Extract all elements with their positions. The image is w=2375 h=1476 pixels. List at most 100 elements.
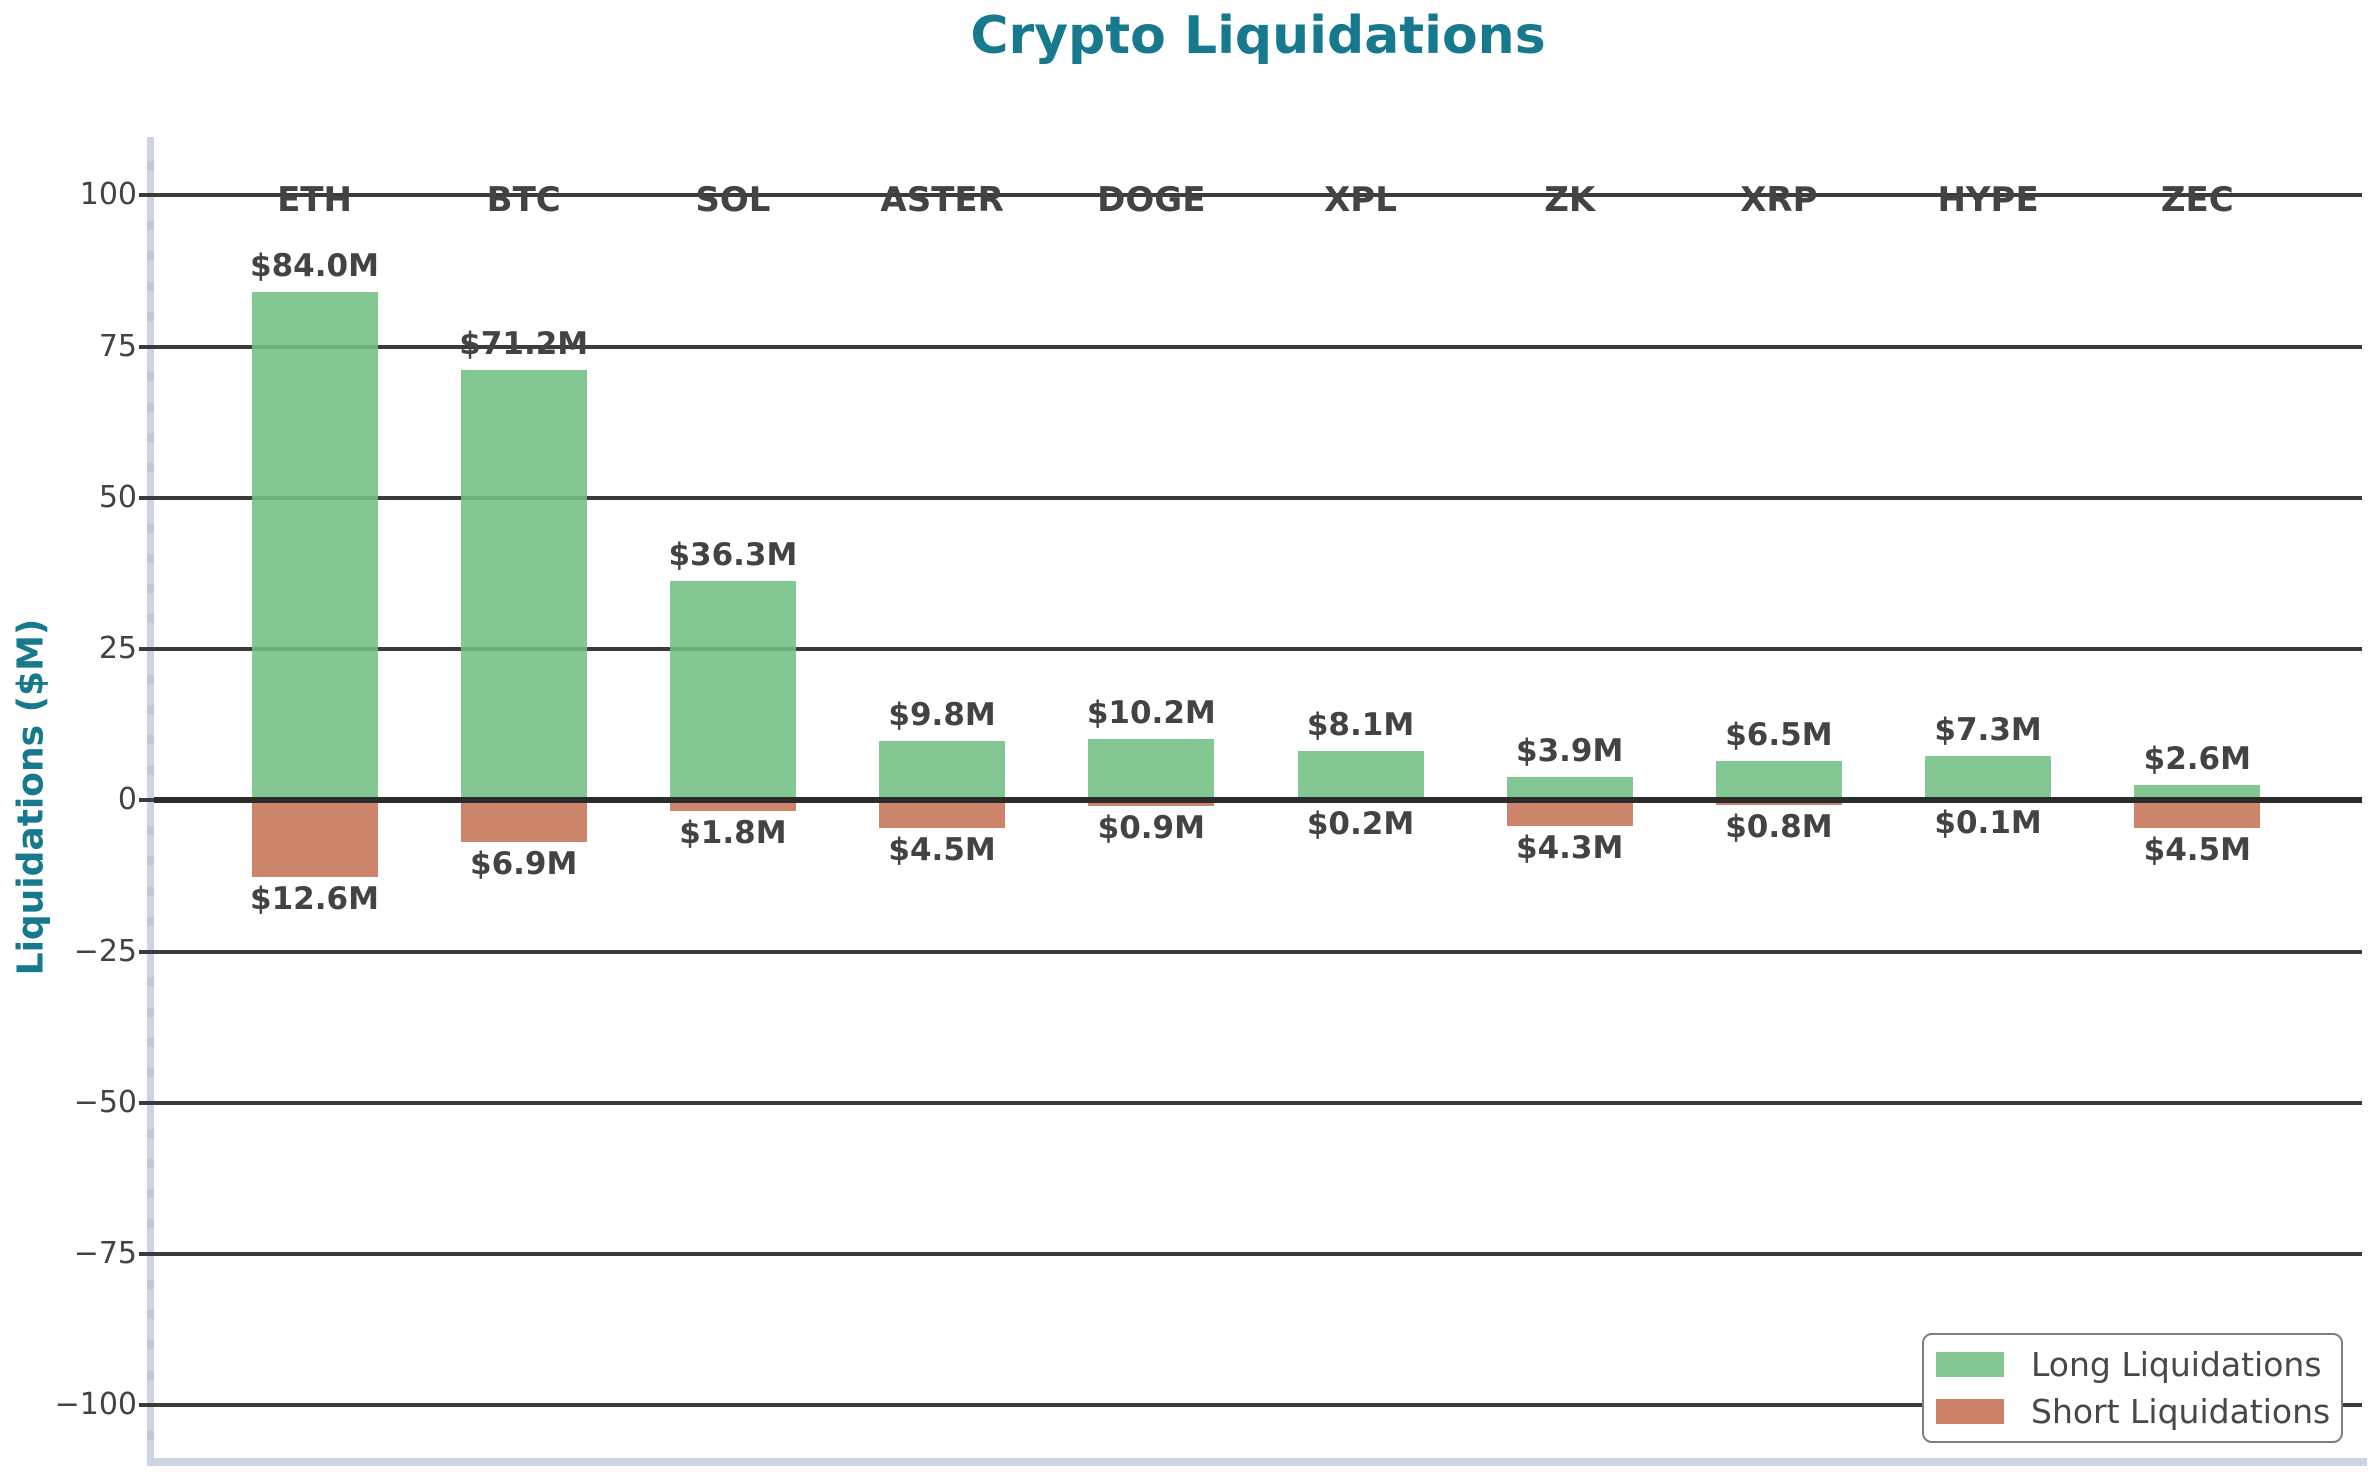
- bottom-axis-spine: [147, 1458, 2367, 1466]
- legend-item: Long Liquidations: [1936, 1341, 2329, 1388]
- bar-value-label-short: $1.8M: [679, 815, 787, 852]
- y-minor-tick: [147, 311, 154, 321]
- category-label: ZEC: [2160, 180, 2234, 220]
- category-label: DOGE: [1097, 180, 1206, 220]
- bar-value-label-long: $6.5M: [1725, 717, 1833, 754]
- legend-swatch-long: [1936, 1352, 2004, 1377]
- bar-short: [460, 800, 587, 843]
- bar-value-label-long: $36.3M: [668, 536, 798, 573]
- gridline: [154, 647, 2362, 652]
- legend: Long Liquidations Short Liquidations: [1922, 1333, 2343, 1443]
- bar-value-label-short: $6.9M: [470, 846, 578, 883]
- y-minor-tick: [147, 584, 154, 594]
- bar-value-label-short: $4.5M: [2143, 831, 2251, 868]
- category-label: ETH: [277, 180, 352, 220]
- bar-value-label-long: $84.0M: [250, 248, 379, 285]
- y-major-tick: [139, 495, 154, 500]
- bar-long: [251, 292, 378, 801]
- y-minor-tick: [147, 553, 154, 563]
- y-minor-tick: [147, 281, 154, 291]
- gridline: [154, 344, 2362, 349]
- y-minor-tick: [147, 856, 154, 866]
- category-label: HYPE: [1937, 180, 2039, 220]
- category-label: XRP: [1740, 180, 1818, 220]
- chart-title: Crypto Liquidations: [970, 6, 1546, 66]
- y-tick-label: −75: [73, 1236, 137, 1272]
- y-minor-tick: [147, 160, 154, 170]
- bar-value-label-long: $10.2M: [1086, 694, 1216, 731]
- y-minor-tick: [147, 916, 154, 926]
- y-tick-label: 25: [98, 631, 137, 667]
- y-minor-tick: [147, 1310, 154, 1320]
- y-minor-tick: [147, 1128, 154, 1138]
- y-minor-tick: [147, 1279, 154, 1289]
- y-tick-label: 100: [79, 177, 137, 213]
- zero-gridline: [154, 797, 2362, 804]
- bar-long: [669, 580, 796, 801]
- bar-value-label-long: $8.1M: [1306, 707, 1415, 744]
- y-minor-tick: [147, 251, 154, 261]
- gridline: [154, 1100, 2362, 1105]
- bar-value-label-short: $4.3M: [1516, 830, 1624, 867]
- y-tick-label: 0: [117, 782, 137, 818]
- gridline: [154, 193, 2362, 198]
- y-major-tick: [139, 193, 154, 198]
- y-major-tick: [139, 647, 154, 652]
- category-label: XPL: [1324, 180, 1397, 220]
- y-tick-label: −100: [54, 1387, 137, 1423]
- bar-value-label-long: $3.9M: [1516, 732, 1624, 769]
- bar-value-label-long: $7.3M: [1934, 712, 2042, 749]
- y-major-tick: [139, 1252, 154, 1257]
- y-major-tick: [139, 344, 154, 349]
- y-minor-tick: [147, 523, 154, 533]
- bar-long: [1925, 756, 2052, 801]
- y-tick-label: −25: [73, 933, 137, 969]
- y-tick-label: 75: [98, 328, 137, 364]
- bar-value-label-long: $9.8M: [888, 697, 996, 734]
- y-minor-tick: [147, 1370, 154, 1380]
- bar-value-label-long: $71.2M: [459, 325, 589, 362]
- bar-value-label-long: $2.6M: [2143, 740, 2251, 777]
- bar-long: [1715, 761, 1842, 801]
- y-minor-tick: [147, 221, 154, 231]
- bar-long: [1297, 751, 1424, 801]
- category-label: SOL: [695, 180, 771, 220]
- bar-value-label-short: $12.6M: [250, 880, 379, 917]
- gridline: [154, 1252, 2362, 1257]
- y-minor-tick: [147, 765, 154, 775]
- y-minor-tick: [147, 1219, 154, 1229]
- gridline: [154, 949, 2362, 954]
- y-minor-tick: [147, 1037, 154, 1047]
- bar-short: [879, 800, 1006, 828]
- legend-label: Long Liquidations: [2031, 1345, 2322, 1384]
- y-minor-tick: [147, 614, 154, 624]
- y-minor-tick: [147, 402, 154, 412]
- y-minor-tick: [147, 463, 154, 473]
- bar-short: [1506, 800, 1633, 827]
- bar-long: [2134, 784, 2261, 801]
- gridline: [154, 495, 2362, 500]
- legend-item: Short Liquidations: [1936, 1388, 2331, 1435]
- legend-label: Short Liquidations: [2031, 1392, 2331, 1431]
- y-minor-tick: [147, 1340, 154, 1350]
- bar-long: [1506, 776, 1633, 801]
- bar-short: [669, 800, 796, 812]
- category-label: ZK: [1544, 180, 1596, 220]
- y-minor-tick: [147, 372, 154, 382]
- y-minor-tick: [147, 886, 154, 896]
- y-minor-tick: [147, 1158, 154, 1168]
- y-major-tick: [139, 1403, 154, 1408]
- y-major-tick: [139, 949, 154, 954]
- legend-swatch-short: [1936, 1399, 2004, 1424]
- bar-long: [879, 741, 1006, 801]
- gridline: [154, 1403, 2362, 1408]
- bar-short: [251, 800, 378, 877]
- y-minor-tick: [147, 1068, 154, 1078]
- category-label: ASTER: [880, 180, 1004, 220]
- bar-value-label-short: $0.1M: [1934, 805, 2042, 841]
- bar-short: [2134, 800, 2261, 828]
- y-tick-label: −50: [73, 1084, 137, 1120]
- bar-value-label-short: $4.5M: [888, 831, 996, 868]
- y-minor-tick: [147, 1431, 154, 1441]
